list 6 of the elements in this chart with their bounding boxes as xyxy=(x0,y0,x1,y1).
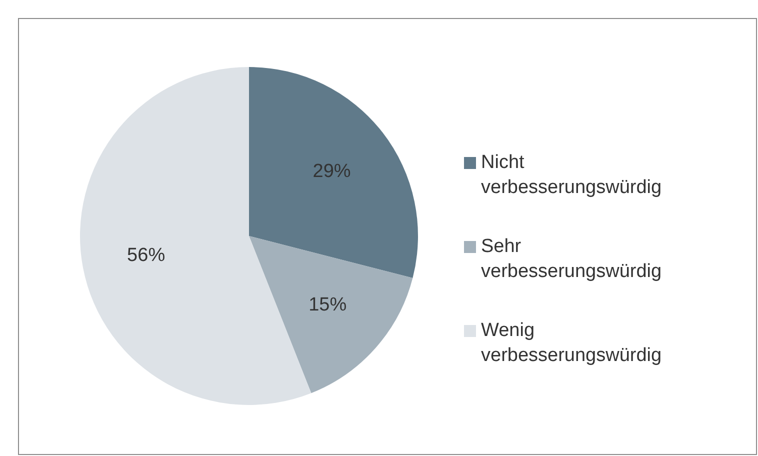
legend-label: Nicht verbesserungswürdig xyxy=(481,151,663,200)
data-label: 15% xyxy=(308,294,347,316)
data-label: 29% xyxy=(312,161,351,182)
legend-label: Sehr verbesserungswürdig xyxy=(481,235,663,284)
data-label: 56% xyxy=(127,244,166,266)
legend-label: Wenig verbesserungswürdig xyxy=(481,319,663,368)
